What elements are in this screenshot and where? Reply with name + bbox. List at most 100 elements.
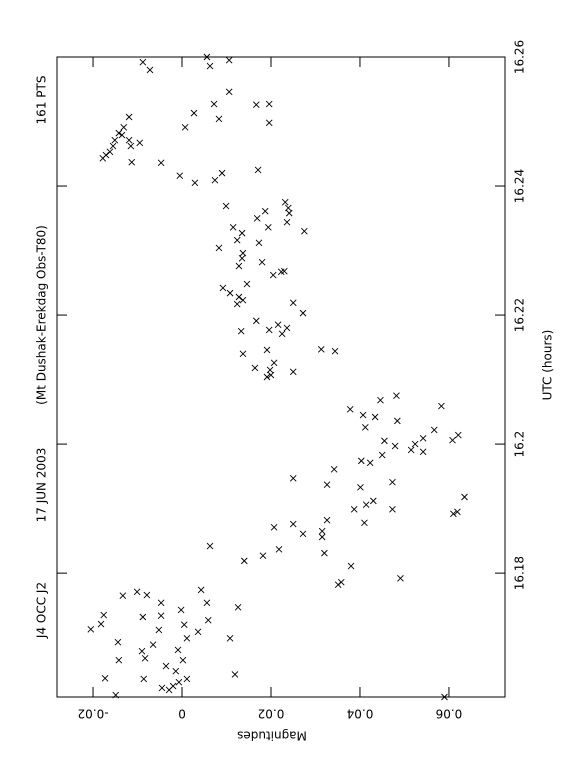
point-stroke xyxy=(206,542,214,550)
point-stroke xyxy=(206,62,214,70)
point-stroke xyxy=(238,229,246,237)
x-tick-label: 16.2 xyxy=(513,431,527,458)
point-stroke xyxy=(169,682,177,690)
point-stroke xyxy=(155,626,163,634)
point-stroke xyxy=(270,359,278,367)
point-stroke xyxy=(101,674,109,682)
x-tick-label: 16.18 xyxy=(513,556,527,590)
data-point xyxy=(378,451,386,459)
x-tick-label: 16.24 xyxy=(513,169,527,203)
point-stroke xyxy=(138,647,146,655)
point-stroke xyxy=(183,634,191,642)
point-stroke xyxy=(203,53,211,61)
point-stroke xyxy=(235,262,243,270)
data-point xyxy=(243,280,251,288)
data-point xyxy=(222,202,230,210)
data-point xyxy=(381,437,388,445)
point-stroke xyxy=(254,166,262,174)
point-stroke xyxy=(133,588,141,596)
point-stroke xyxy=(210,100,218,108)
data-point xyxy=(391,442,399,450)
point-stroke xyxy=(238,254,246,262)
point-stroke xyxy=(174,646,182,654)
data-point xyxy=(265,119,273,127)
data-point xyxy=(235,293,243,301)
point-stroke xyxy=(261,207,269,215)
data-point xyxy=(233,300,241,308)
point-stroke xyxy=(299,309,307,317)
data-point xyxy=(251,364,259,372)
point-stroke xyxy=(263,373,271,381)
data-point xyxy=(225,56,233,64)
data-point xyxy=(141,654,149,662)
point-stroke xyxy=(226,289,234,297)
data-point xyxy=(225,88,233,96)
point-stroke xyxy=(125,136,133,144)
data-point xyxy=(206,62,214,70)
data-point xyxy=(179,656,187,664)
data-point xyxy=(139,58,147,66)
data-point xyxy=(318,527,326,535)
data-point xyxy=(411,440,419,448)
data-point xyxy=(289,474,297,482)
data-point xyxy=(183,634,191,642)
data-point xyxy=(197,586,205,594)
data-point xyxy=(301,227,308,235)
point-stroke xyxy=(225,56,233,64)
data-point xyxy=(226,634,234,642)
point-stroke xyxy=(277,268,285,276)
data-point xyxy=(299,530,307,538)
data-point xyxy=(270,359,278,367)
data-point xyxy=(239,249,247,257)
point-stroke xyxy=(181,124,189,131)
data-point xyxy=(397,574,404,582)
point-stroke xyxy=(289,299,297,307)
data-point xyxy=(357,457,365,465)
point-stroke xyxy=(139,613,147,621)
point-stroke xyxy=(270,524,278,531)
x-tick-label: 16.22 xyxy=(513,298,527,332)
point-stroke xyxy=(393,392,400,400)
data-point xyxy=(194,628,202,636)
point-stroke xyxy=(461,493,468,501)
point-stroke xyxy=(369,497,377,505)
point-stroke xyxy=(87,625,95,633)
data-point xyxy=(210,100,218,108)
data-point xyxy=(215,115,223,123)
point-stroke xyxy=(263,346,271,354)
data-point xyxy=(115,129,123,137)
data-point xyxy=(430,426,438,434)
point-stroke xyxy=(359,411,367,419)
data-point xyxy=(419,434,427,442)
point-stroke xyxy=(265,224,272,231)
data-point xyxy=(394,417,401,425)
data-point xyxy=(438,402,445,410)
point-stroke xyxy=(331,347,339,355)
point-stroke xyxy=(347,562,355,570)
data-point xyxy=(120,124,128,131)
data-point xyxy=(454,508,461,516)
data-point xyxy=(263,346,271,354)
point-stroke xyxy=(179,656,187,664)
data-point xyxy=(258,258,266,266)
data-point xyxy=(204,616,212,624)
data-point xyxy=(234,604,242,611)
data-point xyxy=(233,236,241,244)
data-point xyxy=(100,611,108,619)
point-stroke xyxy=(100,611,108,619)
chart-title: J4 OCC J2 xyxy=(35,582,49,639)
data-point xyxy=(140,675,148,683)
point-stroke xyxy=(378,451,386,459)
y-tick-label: 0.06 xyxy=(436,707,463,721)
data-point xyxy=(181,124,189,131)
point-stroke xyxy=(99,154,107,162)
point-stroke xyxy=(438,402,445,410)
x-tick-label: 16.26 xyxy=(513,40,527,74)
point-stroke xyxy=(361,424,369,431)
point-stroke xyxy=(112,691,120,699)
point-stroke xyxy=(321,549,328,557)
point-stroke xyxy=(162,662,170,670)
point-stroke xyxy=(449,436,456,444)
data-point xyxy=(259,552,267,560)
point-stroke xyxy=(235,293,243,301)
